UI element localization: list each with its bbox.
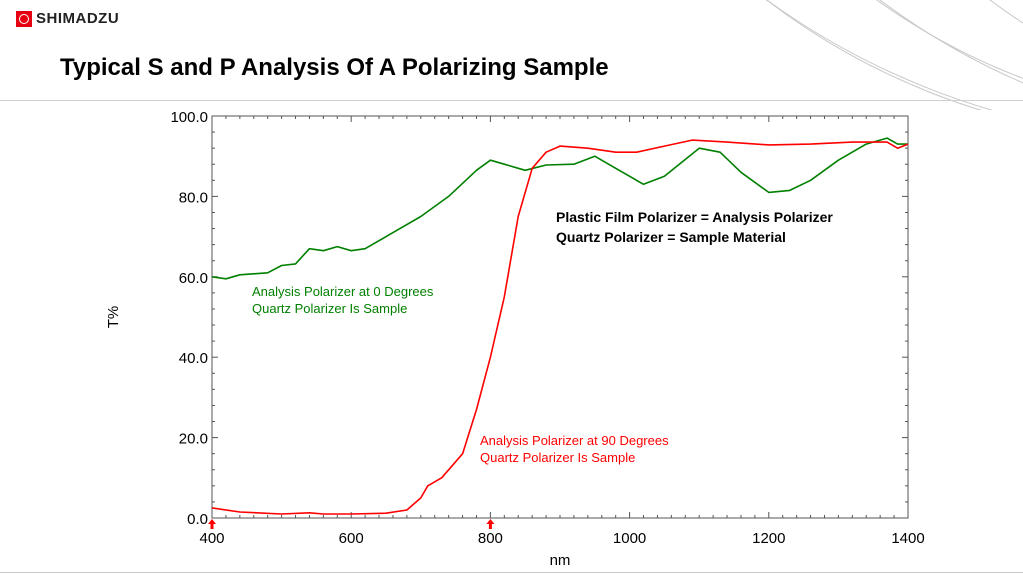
note-line2: Quartz Polarizer = Sample Material	[556, 229, 786, 245]
note-line1: Plastic Film Polarizer = Analysis Polari…	[556, 209, 833, 225]
y-tick-label: 80.0	[179, 189, 208, 206]
x-tick-label: 400	[199, 530, 224, 547]
y-tick-label: 20.0	[179, 431, 208, 448]
shimadzu-logo-icon	[16, 10, 32, 27]
x-tick-label: 1400	[891, 530, 924, 547]
red-annotation: Analysis Polarizer at 90 Degrees Quartz …	[480, 432, 669, 466]
series-line-0-degrees	[211, 137, 908, 280]
green-annotation: Analysis Polarizer at 0 Degrees Quartz P…	[252, 283, 433, 317]
brand-logo: SHIMADZU	[16, 10, 119, 27]
green-annotation-line1: Analysis Polarizer at 0 Degrees	[252, 284, 434, 299]
x-tick-label: 600	[339, 530, 364, 547]
x-axis-label: nm	[550, 552, 571, 569]
x-tick-label: 1000	[613, 530, 646, 547]
wavelength-marker-arrow-icon	[486, 519, 495, 529]
red-annotation-line1: Analysis Polarizer at 90 Degrees	[480, 433, 669, 448]
x-tick-label: 800	[478, 530, 503, 547]
brand-name: SHIMADZU	[36, 10, 120, 27]
red-annotation-line2: Quartz Polarizer Is Sample	[480, 450, 636, 465]
y-tick-label: 0.0	[187, 511, 208, 528]
y-axis-label: T%	[105, 306, 122, 329]
series-line-90-degrees	[211, 139, 909, 515]
wavelength-marker-arrow-icon	[208, 519, 216, 529]
y-tick-label: 40.0	[179, 350, 208, 367]
footer-divider	[0, 572, 1023, 573]
header-divider	[0, 100, 1023, 101]
green-annotation-line2: Quartz Polarizer Is Sample	[252, 301, 408, 316]
legend-note: Plastic Film Polarizer = Analysis Polari…	[556, 207, 833, 247]
y-tick-label: 100.0	[170, 109, 208, 126]
slide-title: Typical S and P Analysis Of A Polarizing…	[60, 54, 609, 81]
y-tick-label: 60.0	[179, 270, 208, 287]
x-tick-label: 1200	[752, 530, 785, 547]
